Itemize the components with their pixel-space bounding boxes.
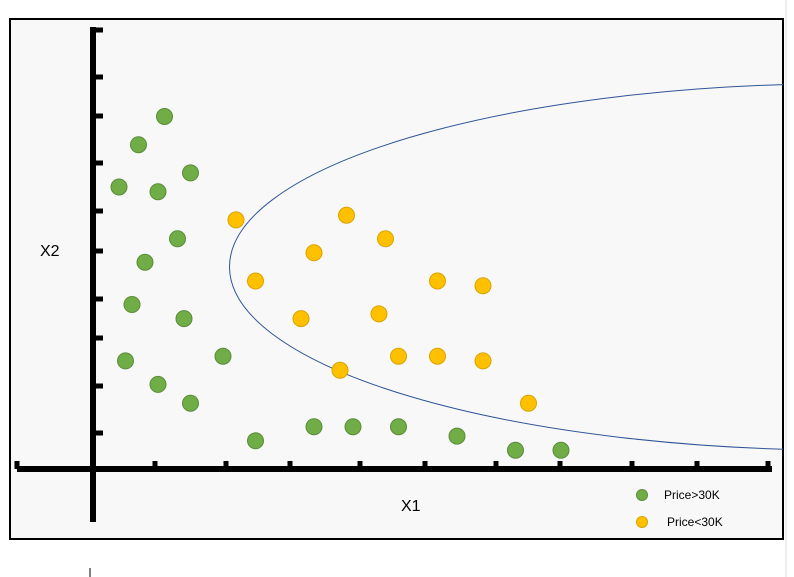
point-series-1-9 — [331, 361, 349, 379]
series-1 — [227, 206, 537, 412]
annotation-layer — [229, 84, 783, 450]
point-series-0-15 — [344, 418, 362, 436]
point-series-0-2 — [182, 164, 199, 182]
point-series-1-3 — [305, 244, 323, 262]
point-series-0-4 — [149, 183, 167, 201]
point-series-0-10 — [117, 352, 134, 370]
chart-frame — [9, 18, 784, 540]
point-series-1-4 — [247, 272, 264, 290]
legend: Price>30K Price<30K — [636, 488, 723, 529]
axes — [14, 27, 772, 522]
cluster-ellipse-0 — [229, 84, 783, 450]
point-series-0-16 — [390, 418, 407, 436]
series-0 — [110, 108, 570, 459]
legend-marker-price-below-30k — [636, 516, 648, 528]
point-series-0-14 — [305, 418, 323, 436]
point-series-1-12 — [474, 352, 492, 370]
point-series-1-2 — [377, 230, 394, 248]
point-series-0-5 — [169, 230, 186, 248]
point-series-1-13 — [520, 394, 537, 412]
point-series-0-9 — [214, 347, 232, 365]
point-series-1-8 — [370, 305, 388, 323]
point-series-0-12 — [182, 394, 199, 412]
y-axis-label: X2 — [40, 243, 60, 260]
x-axis-ticks — [14, 461, 771, 469]
point-series-0-1 — [130, 136, 147, 154]
point-series-0-0 — [156, 108, 173, 125]
point-series-0-13 — [247, 432, 264, 450]
x-axis-label: X1 — [401, 498, 421, 515]
data-points — [110, 108, 570, 459]
legend-label-price-above-30k: Price>30K — [664, 488, 720, 502]
point-series-1-1 — [338, 206, 355, 224]
legend-item-price-above-30k: Price>30K — [636, 488, 720, 502]
y-axis-ticks — [93, 27, 103, 436]
point-series-0-3 — [110, 178, 128, 196]
point-series-1-7 — [292, 310, 310, 328]
point-series-0-6 — [136, 253, 154, 271]
point-series-1-5 — [429, 272, 446, 290]
point-series-1-11 — [429, 347, 446, 365]
legend-item-price-below-30k: Price<30K — [636, 515, 723, 529]
legend-label-price-below-30k: Price<30K — [667, 515, 723, 529]
point-series-0-19 — [552, 441, 570, 459]
point-series-0-18 — [507, 441, 524, 459]
point-series-0-17 — [448, 427, 466, 445]
point-series-0-8 — [175, 310, 193, 328]
point-series-0-11 — [149, 375, 167, 393]
legend-marker-price-above-30k — [636, 489, 648, 501]
point-series-1-0 — [227, 211, 245, 229]
point-series-1-6 — [474, 277, 492, 295]
point-series-0-7 — [123, 296, 141, 313]
point-series-1-10 — [390, 347, 407, 365]
